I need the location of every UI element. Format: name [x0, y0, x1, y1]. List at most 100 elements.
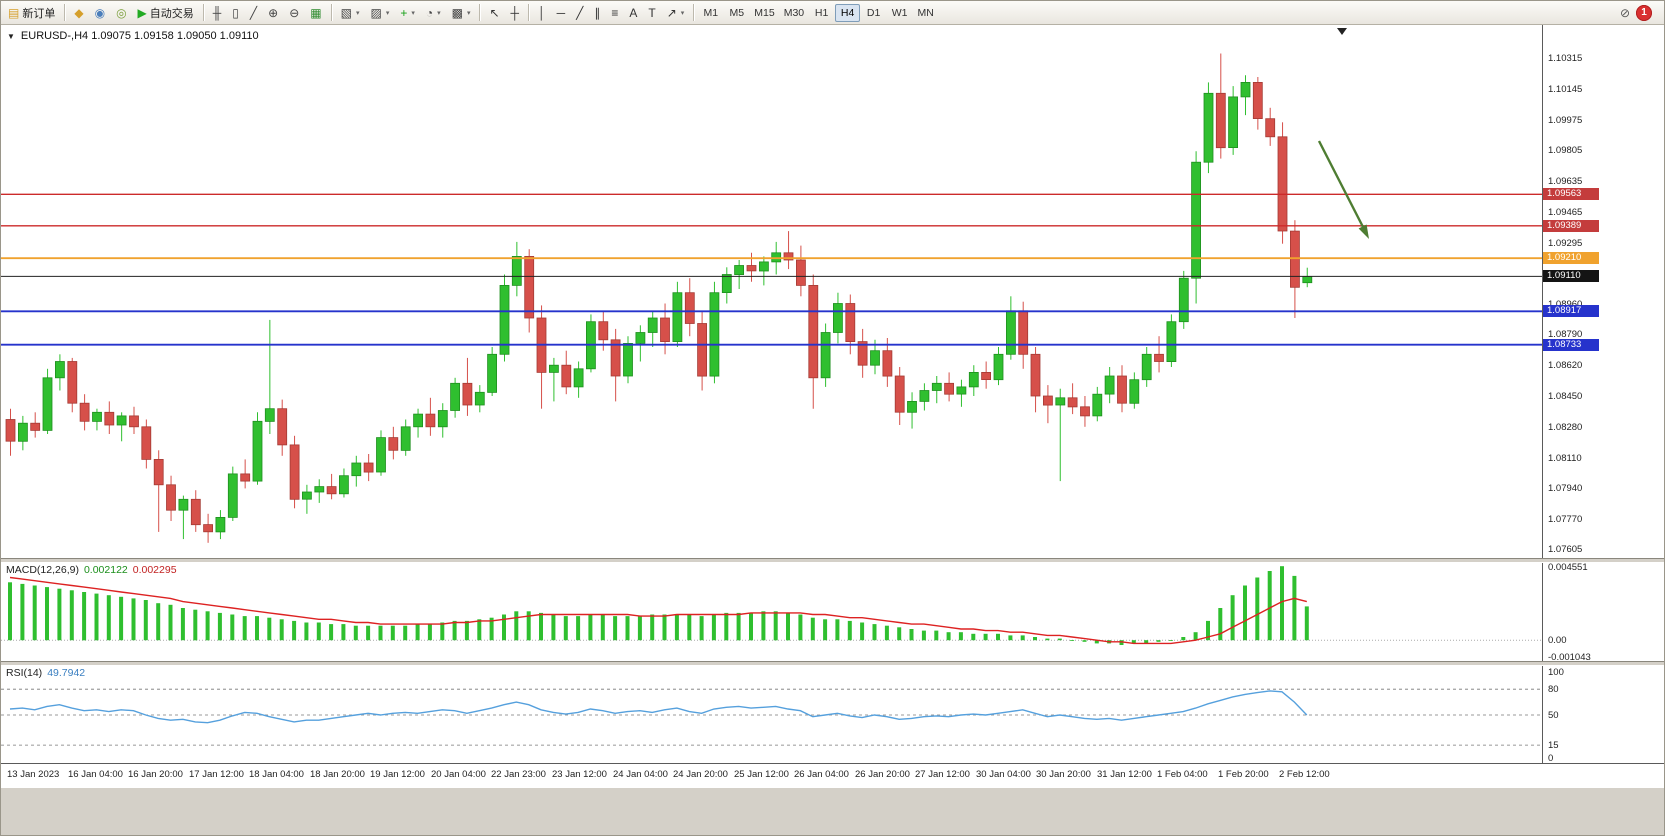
chart-shift-marker-icon[interactable]: [1337, 28, 1347, 35]
macd-bar: [551, 614, 556, 641]
new-chart-button[interactable]: ▧ ▾: [336, 3, 365, 23]
bear-candle: [1043, 395, 1053, 406]
time-axis-label: 1 Feb 04:00: [1157, 769, 1208, 780]
timeframe-h4[interactable]: H4: [835, 3, 861, 22]
chart-menu-arrow-icon[interactable]: ▼: [7, 31, 15, 41]
bull-candle: [413, 413, 424, 428]
bull-candle: [301, 491, 312, 500]
templates-icon: ▩: [451, 5, 463, 20]
tile-windows-button[interactable]: ▦: [305, 3, 326, 23]
dropdown-caret-icon: ▾: [355, 9, 360, 17]
search-button[interactable]: ⊘: [1615, 3, 1635, 23]
rsi-pane[interactable]: [1, 664, 1542, 762]
label-tool-icon: T: [648, 5, 656, 20]
time-axis-label: 25 Jan 12:00: [734, 769, 789, 780]
bull-candle: [400, 426, 411, 451]
vertical-line-tool-button[interactable]: │: [533, 3, 551, 23]
macd-bar: [1045, 638, 1050, 641]
templates-button[interactable]: ▩ ▾: [447, 3, 476, 23]
periods-icon: ◔: [425, 5, 434, 20]
macd-bar: [242, 616, 247, 641]
macd-bar: [539, 612, 543, 641]
timeframe-m5[interactable]: M5: [724, 4, 749, 22]
trendline-tool-button[interactable]: ╱: [571, 3, 588, 23]
bear-candle: [203, 524, 214, 533]
macd-bar: [637, 616, 642, 641]
label-tool-button[interactable]: T: [643, 3, 660, 23]
trend-arrow-line[interactable]: [1317, 140, 1365, 228]
vertical-line-tool-icon: │: [538, 5, 546, 20]
price-axis-label: 1.07940: [1548, 483, 1583, 494]
macd-bar: [45, 587, 49, 641]
macd-bar: [57, 588, 62, 641]
timeframe-mn[interactable]: MN: [913, 4, 938, 22]
pane-splitter[interactable]: [1, 558, 1664, 563]
metaquotes-button[interactable]: ◆: [69, 3, 88, 23]
dropdown-caret-icon: ▾: [680, 9, 685, 17]
periods-button[interactable]: ◔ ▾: [421, 3, 446, 23]
indicators-add-button[interactable]: + ▾: [395, 3, 420, 23]
macd-bar: [835, 619, 840, 641]
timeframe-m1[interactable]: M1: [698, 4, 723, 22]
bear-candle: [326, 486, 337, 495]
macd-bar: [390, 625, 395, 641]
timeframe-d1[interactable]: D1: [861, 4, 886, 22]
macd-bar: [736, 612, 741, 641]
cursor-button[interactable]: ↖: [484, 3, 504, 23]
timeframe-m30[interactable]: M30: [780, 4, 808, 22]
time-axis-label: 19 Jan 12:00: [370, 769, 425, 780]
toolbar-separator: [528, 4, 530, 21]
arrows-tool-button[interactable]: ↗ ▾: [662, 3, 690, 23]
macd-bar: [477, 619, 482, 641]
text-tool-button[interactable]: A: [624, 3, 642, 23]
bear-candle: [1265, 118, 1276, 138]
bull-candle: [919, 390, 930, 402]
chart-bars-mode-button[interactable]: ╫: [208, 3, 227, 23]
macd-bar: [440, 622, 445, 641]
macd-bar: [168, 604, 173, 641]
macd-bar: [230, 614, 235, 641]
fibonacci-tool-button[interactable]: ≡: [606, 3, 623, 23]
bear-candle: [598, 321, 609, 341]
macd-bar: [403, 625, 408, 641]
pane-splitter[interactable]: [1, 661, 1664, 666]
fibonacci-tool-icon: ≡: [611, 5, 619, 20]
horizontal-line-tool-button[interactable]: ─: [552, 3, 571, 23]
macd-bar: [1193, 632, 1198, 641]
bear-candle: [882, 350, 893, 377]
macd-bar: [1218, 608, 1223, 641]
chart-candles-mode-button[interactable]: ▯: [227, 3, 244, 23]
notifications-badge[interactable]: 1: [1636, 4, 1652, 21]
price-pane[interactable]: [1, 25, 1542, 558]
channel-tool-button[interactable]: ∥: [589, 3, 605, 23]
help-center-button[interactable]: ◎: [111, 3, 131, 23]
metaquotes-icon: ◆: [74, 5, 84, 20]
price-axis[interactable]: 1.10315 1.10145 1.09975 1.09805 1.09635 1.094…: [1542, 25, 1664, 764]
profiles-button[interactable]: ▨ ▾: [365, 3, 394, 23]
zoom-out-button[interactable]: ⊖: [284, 3, 304, 23]
new-order-button[interactable]: ▤ 新订单: [3, 3, 60, 23]
timeframe-m15[interactable]: M15: [750, 4, 778, 22]
macd-main-value: 0.002122: [83, 564, 128, 576]
timeframe-h1[interactable]: H1: [809, 4, 834, 22]
macd-bar: [1020, 635, 1025, 641]
time-axis[interactable]: 13 Jan 2023 16 Jan 04:00 16 Jan 20:00 17 Ja…: [1, 763, 1664, 788]
bear-candle: [240, 473, 251, 482]
timeframe-w1[interactable]: W1: [887, 4, 912, 22]
macd-bar: [514, 611, 519, 641]
community-button[interactable]: ◉: [90, 3, 110, 23]
macd-pane[interactable]: [1, 561, 1542, 661]
macd-bar: [353, 625, 358, 641]
bear-candle: [166, 484, 176, 511]
autotrade-button[interactable]: ▶ 自动交易: [133, 3, 199, 23]
chart-line-mode-button[interactable]: ╱: [245, 3, 262, 23]
zoom-in-button[interactable]: ⊕: [263, 3, 283, 23]
bear-candle: [425, 413, 436, 428]
bull-candle: [635, 332, 646, 344]
price-axis-label: 1.08960: [1548, 299, 1582, 310]
bull-candle: [376, 437, 386, 473]
channel-tool-icon: ∥: [594, 5, 601, 20]
crosshair-button[interactable]: ┼: [506, 3, 525, 23]
macd-bar: [94, 593, 99, 641]
